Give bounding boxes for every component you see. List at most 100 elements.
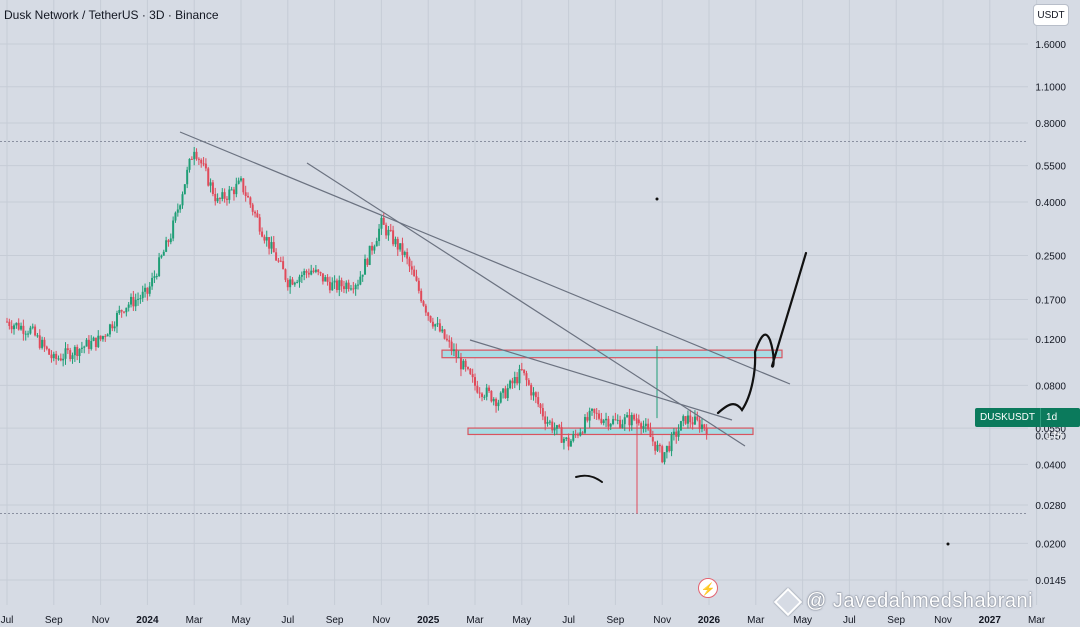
candle-body <box>359 276 362 285</box>
candle-body <box>602 420 605 424</box>
candle-body <box>27 333 30 335</box>
dot-drawing <box>655 197 659 201</box>
lightning-icon[interactable]: ⚡ <box>698 578 718 598</box>
candle-body <box>347 282 350 290</box>
candle-body <box>530 384 533 396</box>
y-tick-label: 0.5500 <box>1035 162 1066 173</box>
candle-body <box>504 388 507 399</box>
candle-body <box>237 180 240 184</box>
candle-body <box>48 348 51 355</box>
candle-body <box>373 246 376 251</box>
candle-body <box>485 387 488 397</box>
time-axis[interactable]: Jul Sep Nov 2024 Mar May Jul Sep Nov 2025 Mar May Ju… <box>1 615 1046 626</box>
candle-body <box>160 255 163 258</box>
candle-body <box>291 279 294 285</box>
candle-body <box>127 304 130 308</box>
freehand-drawings <box>575 197 950 546</box>
candle-body <box>104 336 107 338</box>
candle-body <box>399 243 402 250</box>
candle-body <box>235 183 238 195</box>
candle-body <box>598 413 601 419</box>
candle-body <box>656 444 659 451</box>
candle-body <box>469 368 472 375</box>
candle-body <box>518 369 521 384</box>
candle-body <box>642 426 645 429</box>
y-tick-label: 0.0280 <box>1035 501 1066 512</box>
candle-body <box>647 423 650 430</box>
candle-body <box>548 421 551 423</box>
candle-body <box>495 398 498 407</box>
current-price-badge: DUSKUSDT 1d 17h <box>975 408 1080 442</box>
candle-body <box>436 323 439 325</box>
candle-body <box>282 261 285 270</box>
y-tick-label: 0.0800 <box>1035 381 1066 392</box>
candle-body <box>87 339 90 349</box>
candle-body <box>675 431 678 437</box>
candle-body <box>537 397 540 405</box>
candle-body <box>338 280 341 290</box>
candle-body <box>17 322 20 330</box>
candle-body <box>539 404 542 409</box>
candle-body <box>567 437 570 447</box>
currency-button[interactable]: USDT <box>1033 4 1069 26</box>
candle-body <box>232 189 235 195</box>
candle-body <box>532 392 535 396</box>
candle-body <box>371 245 374 251</box>
y-tick-label: 0.0550 <box>1035 424 1066 435</box>
candle-body <box>195 151 198 159</box>
candle-body <box>22 325 25 334</box>
candle-body <box>703 424 706 428</box>
candle-body <box>462 360 465 370</box>
candle-body <box>579 432 582 436</box>
candle-body <box>562 438 565 443</box>
candle-body <box>101 336 104 340</box>
y-tick-label: 0.0200 <box>1035 539 1066 550</box>
candle-body <box>513 377 516 384</box>
candle-body <box>649 429 652 438</box>
x-tick-label: 2027 <box>979 615 1002 626</box>
candle-body <box>221 192 224 199</box>
candle-body <box>55 353 58 359</box>
candle-body <box>614 419 617 421</box>
candle-body <box>466 367 469 369</box>
x-tick-label: Nov <box>92 615 110 626</box>
price-axis[interactable]: 1.6000 1.1000 0.8000 0.5500 0.4000 0.2500 0.17… <box>1035 40 1066 587</box>
candle-body <box>492 398 495 402</box>
candle-body <box>214 194 217 202</box>
candle-body <box>476 385 479 393</box>
watermark: @ Javedahmedshabrani <box>773 587 1033 616</box>
x-tick-label: 2024 <box>136 615 159 626</box>
candle-body <box>125 307 128 313</box>
candle-body <box>352 288 355 290</box>
candle-body <box>307 272 310 275</box>
candle-body <box>471 374 474 378</box>
trendline-major <box>179 131 791 385</box>
candle-body <box>209 182 212 186</box>
trendline-minor <box>469 339 733 421</box>
candle-body <box>464 360 467 368</box>
x-tick-label: Sep <box>326 615 344 626</box>
candle-body <box>672 431 675 435</box>
candle-body <box>560 427 563 443</box>
symbol-title[interactable]: Dusk Network / TetherUS · 3D · Binance <box>4 8 219 22</box>
resistance-zone <box>441 349 783 359</box>
candle-body <box>368 245 371 265</box>
candle-body <box>457 357 460 359</box>
candle-body <box>417 280 420 291</box>
candle-body <box>59 358 62 361</box>
candle-body <box>317 269 320 273</box>
candle-body <box>298 276 301 283</box>
trendlines <box>179 131 791 447</box>
candle-body <box>696 416 699 420</box>
candle-body <box>497 402 500 407</box>
candle-body <box>438 323 441 332</box>
candle-body <box>90 340 93 349</box>
candle-body <box>118 310 121 314</box>
y-tick-label: 0.8000 <box>1035 119 1066 130</box>
candle-body <box>314 269 317 272</box>
candle-body <box>71 355 74 360</box>
candle-body <box>574 434 577 436</box>
candle-body <box>130 296 133 305</box>
candle-body <box>305 271 308 273</box>
